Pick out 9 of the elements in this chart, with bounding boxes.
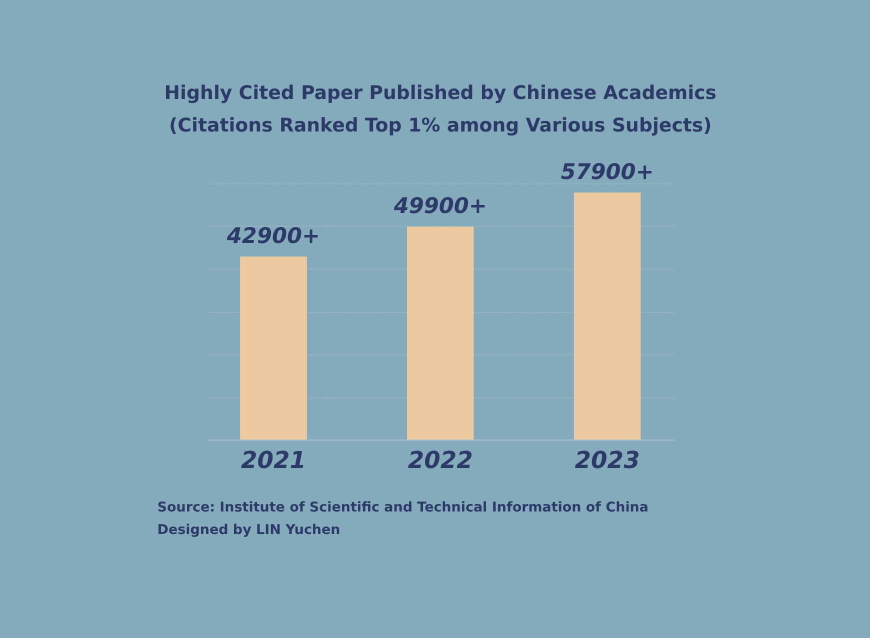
x-tick-label: 2021 [240,446,306,474]
x-tick-label: 2022 [408,446,473,474]
text: Designed by LIN Yuchen [157,522,340,538]
data-label: 42900+ [226,224,320,250]
data-label: 57900+ [560,160,654,185]
chart-title: Highly Cited Paper Published by Chinese Academics (Citations Ranked Top 1% among Various Subjects) [164,82,717,136]
x-tick-label: 2023 [574,446,640,474]
source-note: Source: Institute of Scientific and Technical Information of China [157,500,648,516]
data-label: 49900+ [392,194,487,220]
